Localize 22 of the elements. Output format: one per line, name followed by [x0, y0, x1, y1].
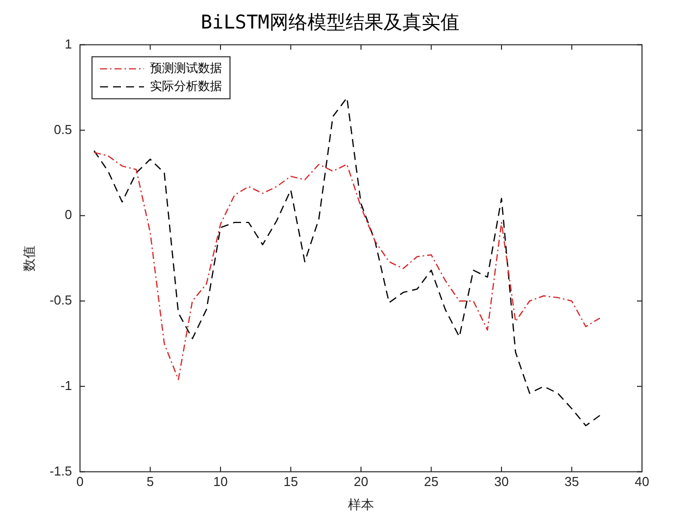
legend-label: 预测测试数据: [150, 61, 222, 76]
y-axis-title: 数值: [21, 245, 36, 272]
x-tick-label: 25: [424, 474, 438, 490]
y-tick-label: -1.5: [50, 463, 72, 478]
x-tick-label: 20: [354, 474, 368, 490]
y-tick-label: 0.5: [54, 122, 72, 137]
line-series: [93, 97, 600, 426]
y-tick-label: 0: [64, 207, 72, 222]
chart-title: BiLSTM网络模型结果及真实值: [200, 11, 460, 34]
x-tick-label: 40: [634, 474, 650, 490]
y-tick-label: -1: [60, 378, 72, 393]
y-tick-label: 1: [64, 36, 72, 52]
x-tick-label: 15: [284, 474, 298, 490]
legend-label: 实际分析数据: [150, 79, 222, 94]
x-axis-title: 样本: [348, 496, 374, 512]
x-tick-label: 0: [76, 474, 84, 490]
x-tick-label: 10: [213, 474, 228, 490]
x-tick-label: 5: [146, 474, 154, 490]
line-series: [93, 152, 600, 380]
x-tick-label: 35: [564, 474, 579, 490]
y-tick-label: -0.5: [50, 292, 72, 308]
x-tick-label: 30: [494, 474, 509, 490]
